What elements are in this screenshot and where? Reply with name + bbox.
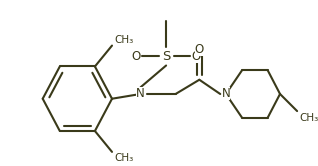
Text: O: O (195, 43, 204, 56)
Text: CH₃: CH₃ (114, 35, 133, 45)
Text: N: N (136, 87, 145, 100)
Text: N: N (222, 87, 230, 100)
Text: O: O (131, 49, 140, 63)
Text: S: S (162, 49, 170, 63)
Text: CH₃: CH₃ (114, 153, 133, 163)
Text: O: O (192, 49, 201, 63)
Text: CH₃: CH₃ (299, 113, 318, 123)
